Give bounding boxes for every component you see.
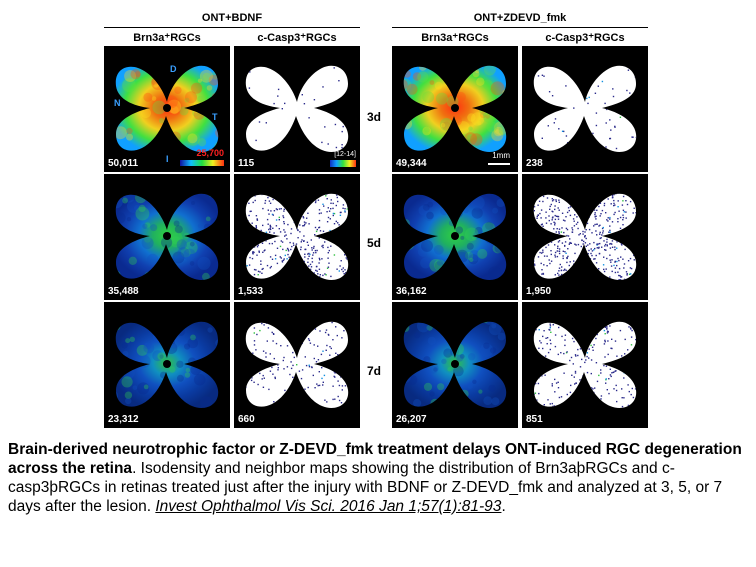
retina-map-brn3a-bdnf-3d: 50,011 D N T I 25,700 <box>104 46 230 172</box>
column-header-brn3a-bdnf: Brn3a⁺RGCs <box>133 32 201 44</box>
retina-map-ccasp3-bdnf-7d: 660 <box>234 302 360 428</box>
compass-label-n: N <box>114 98 121 108</box>
retina-whole-mount <box>403 193 507 281</box>
compass-label-i: I <box>166 154 169 164</box>
compass-label-t: T <box>212 112 218 122</box>
neighbor-map <box>533 321 637 409</box>
neighbor-map <box>245 193 349 281</box>
retina-whole-mount <box>245 65 349 153</box>
row-label-7d: 7d <box>367 364 382 378</box>
retina-whole-mount <box>245 193 349 281</box>
retina-whole-mount <box>245 321 349 409</box>
optic-disc <box>163 232 171 240</box>
figure-caption: Brain-derived neurotrophic factor or Z-D… <box>8 440 748 516</box>
retina-whole-mount <box>115 193 219 281</box>
cell-count: 115 <box>238 158 255 169</box>
retina-whole-mount <box>403 321 507 409</box>
cell-count: 660 <box>238 414 255 425</box>
optic-disc <box>163 104 171 112</box>
citation-link[interactable]: Invest Ophthalmol Vis Sci. 2016 Jan 1;57… <box>155 498 502 515</box>
retina-map-brn3a-zdevd-5d: 36,162 <box>392 174 518 300</box>
retina-whole-mount <box>115 65 219 153</box>
row-label-3d: 3d <box>367 110 382 124</box>
scale-bar-label: 1mm <box>492 151 510 160</box>
retina-map-brn3a-bdnf-5d: 35,488 <box>104 174 230 300</box>
neighbor-range-label: [12-14] <box>334 151 356 158</box>
optic-disc <box>451 232 459 240</box>
row-label-5d: 5d <box>367 236 382 250</box>
cell-count: 26,207 <box>396 414 427 425</box>
column-header-ccasp3-zdevd: c-Casp3⁺RGCs <box>545 32 625 44</box>
column-header-brn3a-zdevd: Brn3a⁺RGCs <box>421 32 489 44</box>
retina-map-ccasp3-bdnf-5d: 1,533 <box>234 174 360 300</box>
isodensity-color-scale <box>180 160 224 166</box>
cell-count: 49,344 <box>396 158 427 169</box>
retina-map-brn3a-zdevd-7d: 26,207 <box>392 302 518 428</box>
cell-count: 238 <box>526 158 543 169</box>
retina-whole-mount <box>533 321 637 409</box>
optic-disc <box>451 104 459 112</box>
retina-whole-mount <box>115 321 219 409</box>
group-underline-zdevd <box>392 27 648 28</box>
compass-label-d: D <box>170 64 177 74</box>
cell-count: 50,011 <box>108 158 139 169</box>
retina-whole-mount <box>403 65 507 153</box>
cell-count: 851 <box>526 414 543 425</box>
column-header-ccasp3-bdnf: c-Casp3⁺RGCs <box>257 32 337 44</box>
retina-map-ccasp3-zdevd-3d: 238 <box>522 46 648 172</box>
optic-disc <box>163 360 171 368</box>
retina-whole-mount <box>533 65 637 153</box>
retina-whole-mount <box>533 193 637 281</box>
scale-bar <box>488 163 510 165</box>
neighbor-map <box>533 65 637 153</box>
cell-count: 23,312 <box>108 414 139 425</box>
retina-map-ccasp3-zdevd-7d: 851 <box>522 302 648 428</box>
retina-map-ccasp3-zdevd-5d: 1,950 <box>522 174 648 300</box>
neighbor-map <box>245 65 349 153</box>
isodensity-max-label: 25,700 <box>196 148 224 158</box>
group-title-zdevd: ONT+ZDEVD_fmk <box>473 12 567 24</box>
caption-title: Brain-derived neurotrophic factor or Z-D… <box>8 441 742 477</box>
caption-end: . <box>501 498 506 515</box>
retina-map-ccasp3-bdnf-3d: 115 [12-14] <box>234 46 360 172</box>
group-title-bdnf: ONT+BDNF <box>201 12 263 24</box>
neighbor-color-scale <box>330 160 356 167</box>
cell-count: 1,950 <box>526 286 552 297</box>
cell-count: 35,488 <box>108 286 139 297</box>
optic-disc <box>451 360 459 368</box>
caption-body: . Isodensity and neighbor maps showing t… <box>8 460 723 515</box>
cell-count: 1,533 <box>238 286 264 297</box>
group-underline-bdnf <box>104 27 360 28</box>
cell-count: 36,162 <box>396 286 427 297</box>
retina-map-brn3a-bdnf-7d: 23,312 <box>104 302 230 428</box>
retina-map-brn3a-zdevd-3d: 49,344 1mm <box>392 46 518 172</box>
